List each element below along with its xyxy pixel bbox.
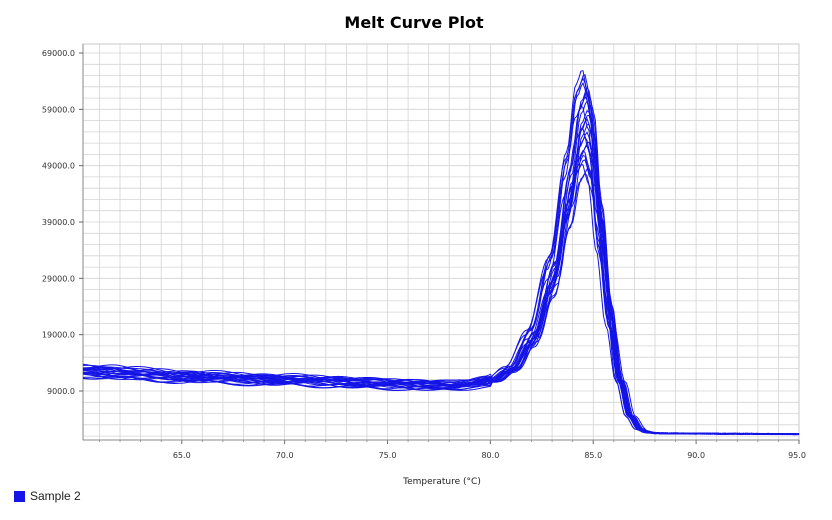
series-lines xyxy=(82,70,800,436)
x-tick-label: 65.0 xyxy=(173,451,191,460)
y-tick-label: 49000.0 xyxy=(42,162,75,171)
y-tick-label: 29000.0 xyxy=(42,274,75,283)
x-axis-label: Temperature (°C) xyxy=(402,477,481,487)
x-tick-label: 70.0 xyxy=(276,451,294,460)
y-tick-label: 19000.0 xyxy=(42,331,75,340)
y-tick-label: 69000.0 xyxy=(42,49,75,58)
x-tick-label: 95.0 xyxy=(788,451,806,460)
x-tick-label: 85.0 xyxy=(584,451,602,460)
y-tick-label: 59000.0 xyxy=(42,105,75,114)
x-tick-label: 90.0 xyxy=(687,451,705,460)
legend: Sample 2 xyxy=(14,489,81,503)
legend-label: Sample 2 xyxy=(30,489,81,503)
x-tick-label: 80.0 xyxy=(481,451,499,460)
axes: 65.0 70.0 75.0 80.0 85.0 90.0 95.0 9000.0 19000.… xyxy=(42,44,806,460)
y-tick-label: 9000.0 xyxy=(47,387,75,396)
x-tick-label: 75.0 xyxy=(379,451,397,460)
chart-title: Melt Curve Plot xyxy=(344,13,484,32)
y-tick-label: 39000.0 xyxy=(42,218,75,227)
melt-curve-line xyxy=(82,70,800,436)
legend-swatch xyxy=(14,490,25,502)
